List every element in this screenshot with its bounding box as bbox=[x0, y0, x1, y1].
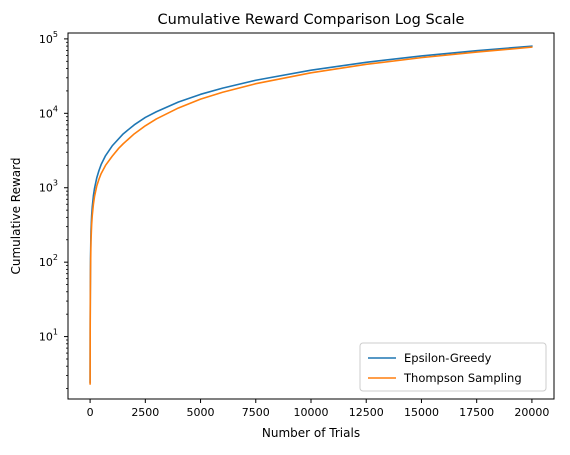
y-tick-label: 101 bbox=[39, 328, 58, 344]
y-tick-label: 105 bbox=[39, 30, 58, 46]
y-axis: 101 102 103 104 105 bbox=[39, 30, 68, 390]
chart-title: Cumulative Reward Comparison Log Scale bbox=[158, 12, 465, 28]
x-axis-label: Number of Trials bbox=[262, 426, 360, 440]
y-axis-label: Cumulative Reward bbox=[9, 158, 23, 275]
x-tick-label: 0 bbox=[87, 406, 94, 419]
y-tick-label: 102 bbox=[39, 253, 58, 269]
y-tick-label: 103 bbox=[39, 179, 58, 195]
x-tick-label: 5000 bbox=[187, 406, 215, 419]
series-line-thompson-sampling bbox=[89, 46, 533, 385]
legend: Epsilon-Greedy Thompson Sampling bbox=[359, 342, 547, 392]
legend-box bbox=[359, 342, 547, 392]
legend-entry-label: Thompson Sampling bbox=[403, 371, 522, 385]
x-tick-label: 7500 bbox=[242, 406, 270, 419]
x-tick-label: 15000 bbox=[404, 406, 439, 419]
y-tick-label: 104 bbox=[39, 104, 58, 120]
x-axis: 0 2500 5000 7500 10000 12500 15000 17500 20000 bbox=[87, 399, 549, 419]
x-tick-label: 12500 bbox=[349, 406, 384, 419]
legend-entry-label: Epsilon-Greedy bbox=[404, 351, 492, 365]
x-tick-label: 17500 bbox=[459, 406, 494, 419]
x-tick-label: 20000 bbox=[514, 406, 549, 419]
x-tick-label: 2500 bbox=[131, 406, 159, 419]
x-tick-label: 10000 bbox=[294, 406, 329, 419]
series-layer bbox=[89, 45, 533, 385]
plot-area bbox=[68, 33, 554, 399]
